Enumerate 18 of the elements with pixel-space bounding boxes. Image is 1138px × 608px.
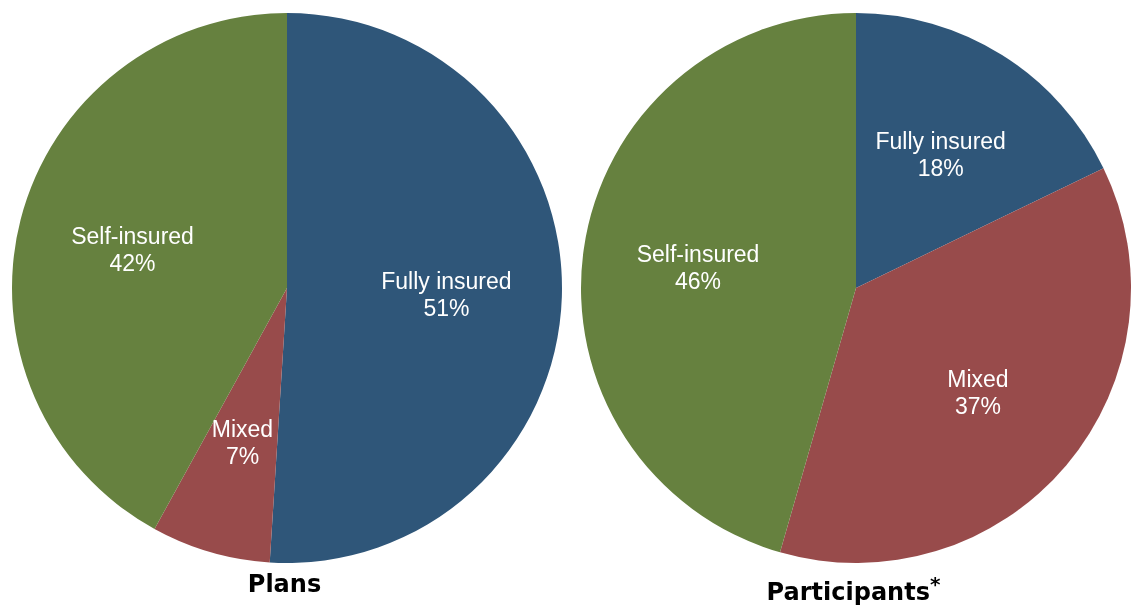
data-label: 37% — [954, 392, 1002, 419]
slice-label: Mixed — [211, 416, 274, 443]
pie-slice — [856, 13, 1104, 288]
slice-label: Fully insured — [381, 268, 512, 295]
text: Participants$^{*}$ — [765, 571, 942, 608]
pie-slice — [581, 13, 856, 553]
slice-label: Self-insured — [71, 223, 194, 250]
slice-label: Fully insured — [875, 127, 1006, 154]
pie-slice — [12, 13, 287, 529]
data-label: 42% — [109, 250, 156, 277]
text: Plans — [246, 569, 323, 600]
data-label: 18% — [917, 154, 964, 181]
data-label: 51% — [423, 295, 470, 322]
slice-label: Mixed — [947, 365, 1009, 392]
slice-label: Self-insured — [636, 240, 760, 267]
pie-slice — [154, 288, 287, 563]
data-label: 46% — [675, 267, 722, 294]
data-label: 7% — [225, 443, 260, 470]
